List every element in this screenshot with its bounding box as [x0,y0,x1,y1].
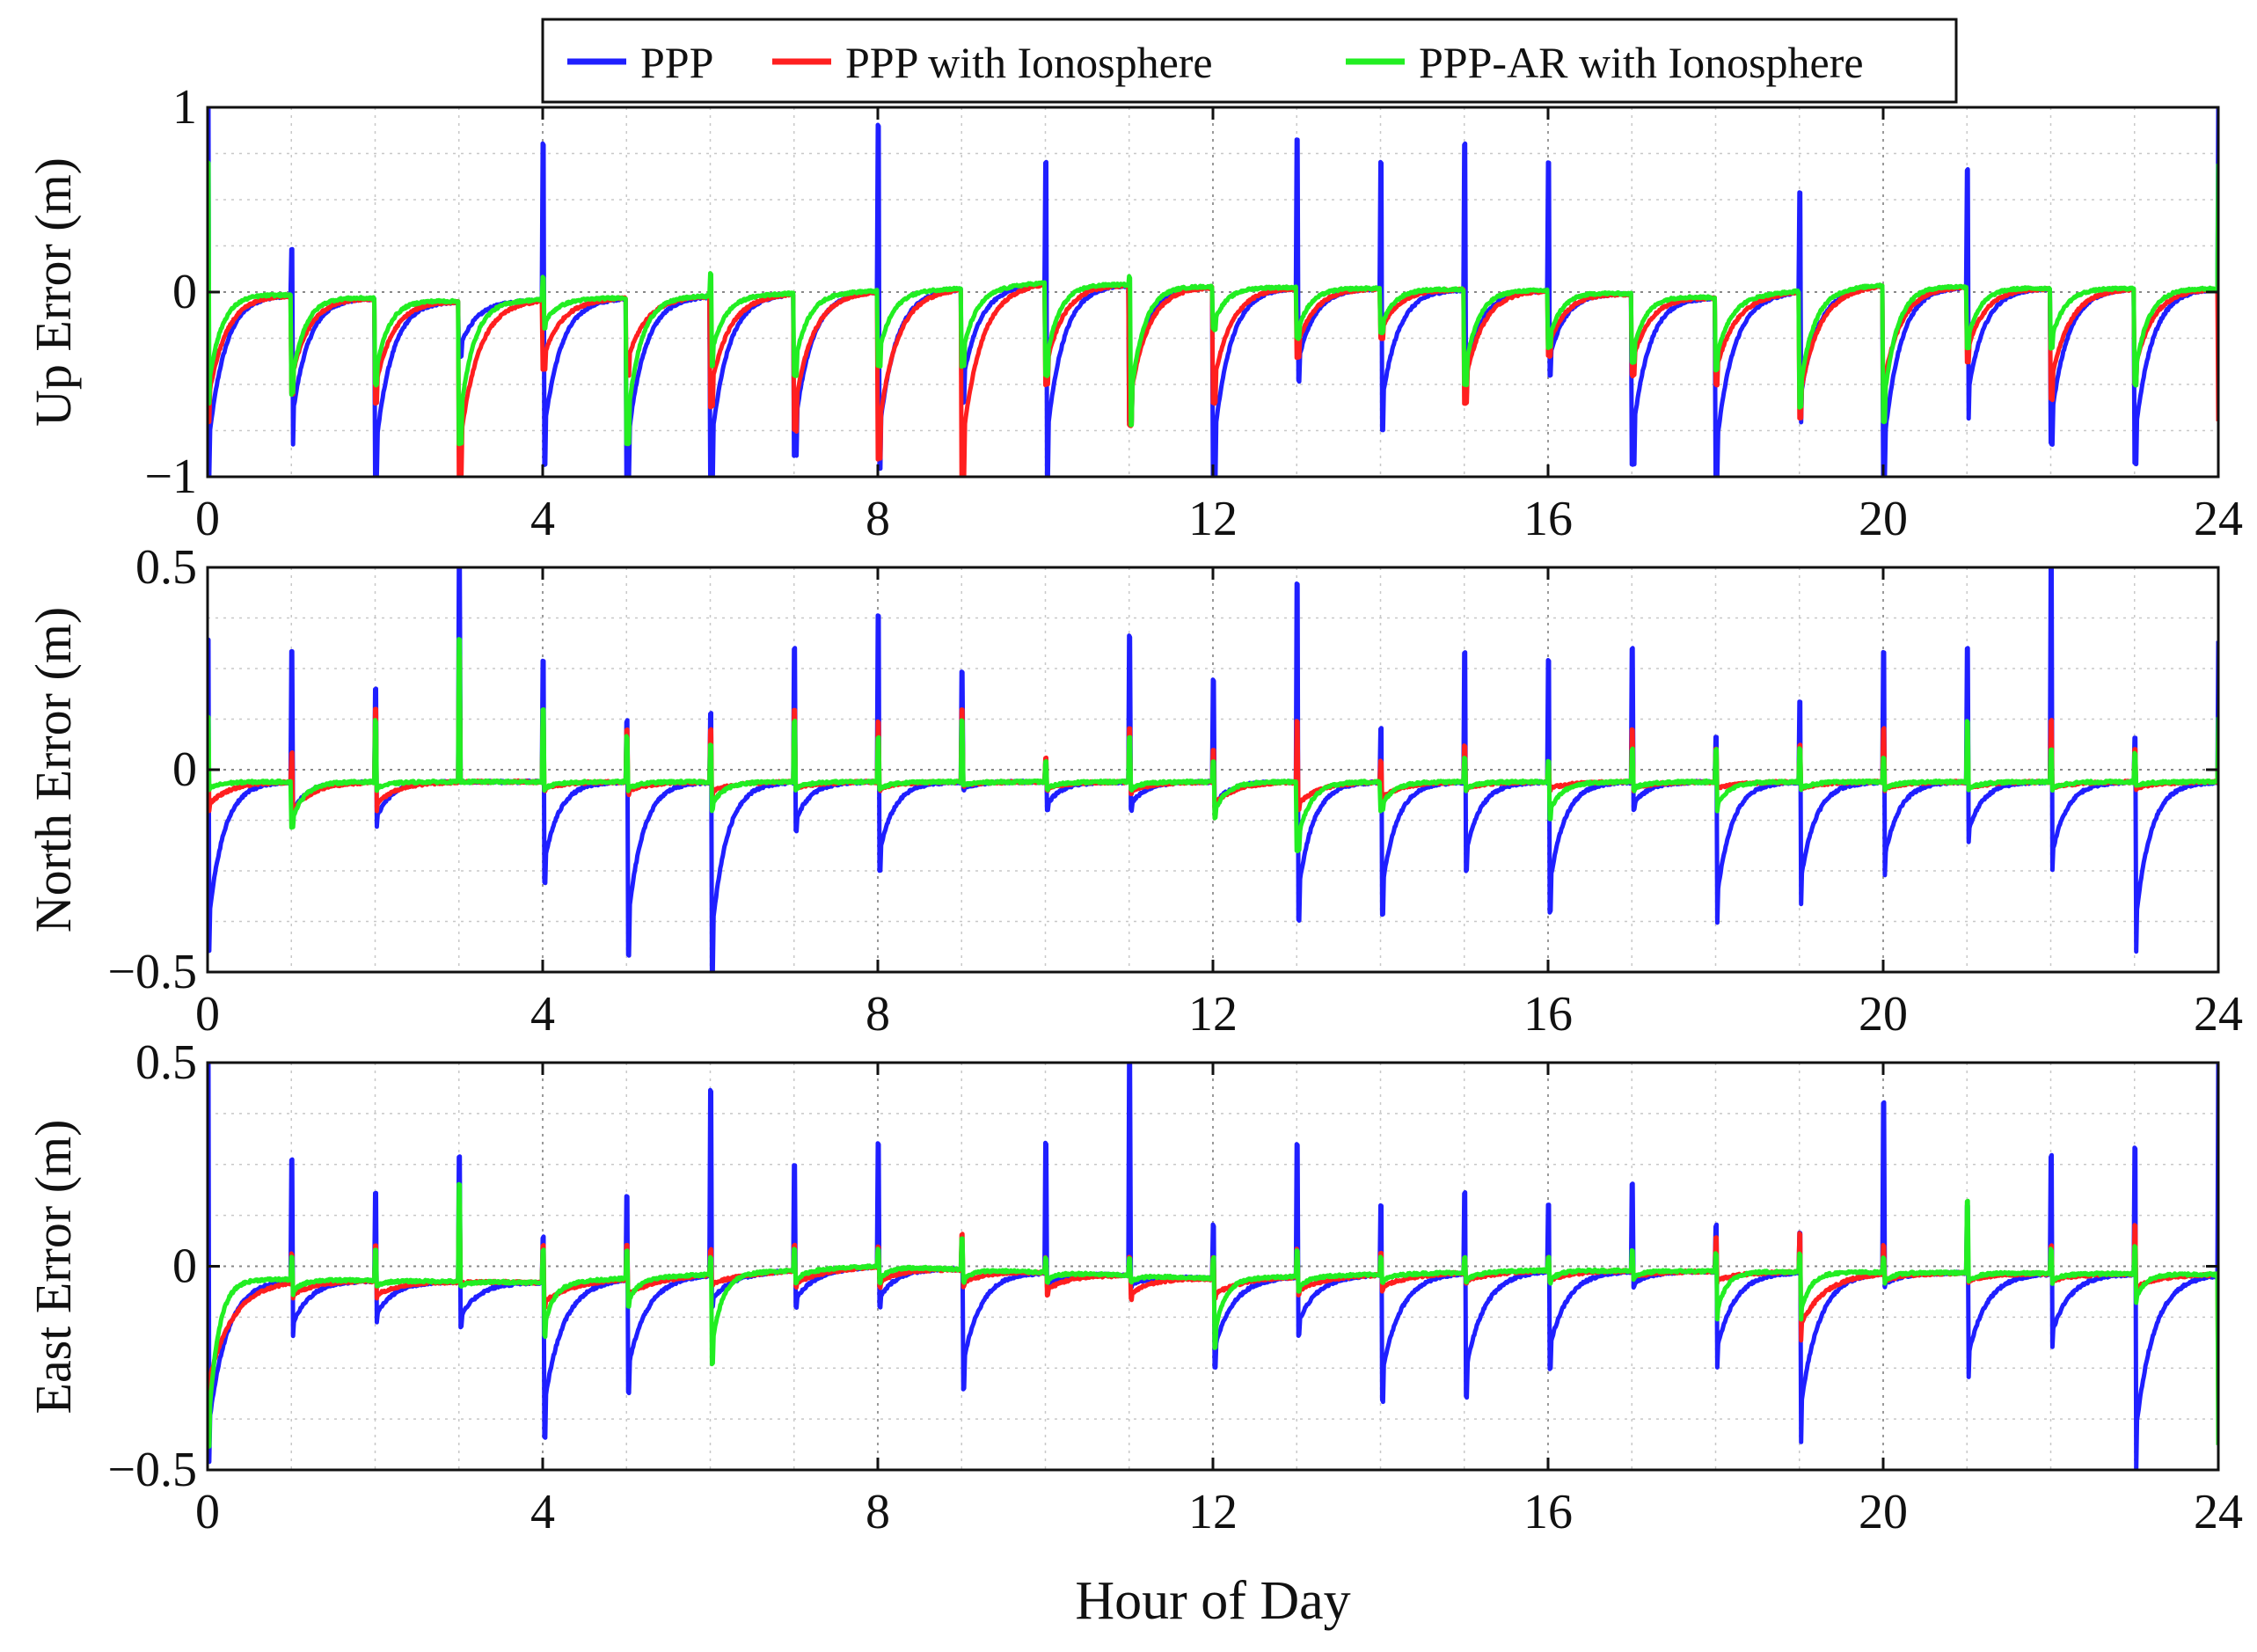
xtick-label-up-16: 16 [1523,492,1573,546]
xtick-label-up-12: 12 [1188,492,1238,546]
xtick-label-north-24: 24 [2194,987,2243,1042]
ticks-east: 0 4 8 12 16 20 24−0.500.5 [107,1035,2243,1539]
legend-label-ppp-ar-iono: PPP-AR with Ionosphere [1419,38,1864,87]
xtick-label-east-8: 8 [866,1485,890,1539]
series-line-up-2 [208,160,2218,447]
xtick-label-up-4: 4 [530,492,555,546]
xtick-label-east-4: 4 [530,1485,555,1539]
ytick-label-up-1: 0 [172,265,197,319]
xtick-label-north-0: 0 [195,987,220,1042]
ylabel-up: Up Error (m) [25,157,82,427]
xtick-label-north-16: 16 [1523,987,1573,1042]
xtick-label-east-24: 24 [2194,1485,2243,1539]
series-line-north-2 [208,637,2218,853]
xtick-label-north-4: 4 [530,987,555,1042]
ytick-label-north-2: 0.5 [135,540,197,595]
series-north [208,567,2218,972]
panel-up: 0 4 8 12 16 20 24−101 Up Error (m) [25,80,2243,546]
ytick-label-up-0: −1 [144,450,197,504]
ytick-label-up-2: 1 [172,80,197,135]
ticks-up: 0 4 8 12 16 20 24−101 [144,80,2243,546]
series-line-east-0 [208,1063,2218,1470]
xtick-label-east-12: 12 [1188,1485,1238,1539]
ytick-label-east-1: 0 [172,1239,197,1294]
series-line-north-0 [208,567,2218,972]
xtick-label-up-24: 24 [2194,492,2243,546]
ticks-north: 0 4 8 12 16 20 24−0.500.5 [107,540,2243,1042]
series-line-east-2 [208,1181,2218,1449]
panel-east: 0 4 8 12 16 20 24−0.500.5 East Error (m) [25,1035,2243,1539]
ytick-label-north-0: −0.5 [107,945,197,999]
xtick-label-north-20: 20 [1859,987,1908,1042]
legend-label-ppp-iono: PPP with Ionosphere [845,38,1213,87]
legend: PPP PPP with Ionosphere PPP-AR with Iono… [541,18,1958,104]
xtick-label-east-0: 0 [195,1485,220,1539]
ytick-label-east-0: −0.5 [107,1443,197,1497]
ytick-label-north-1: 0 [172,742,197,797]
xtick-label-east-16: 16 [1523,1485,1573,1539]
x-axis-label: Hour of Day [1075,1571,1350,1631]
xtick-label-up-8: 8 [866,492,890,546]
ylabel-east: East Error (m) [25,1120,82,1414]
xtick-label-up-20: 20 [1859,492,1908,546]
ylabel-north: North Error (m) [25,607,82,932]
ytick-label-east-2: 0.5 [135,1035,197,1090]
legend-label-ppp: PPP [640,38,713,87]
xtick-label-north-12: 12 [1188,987,1238,1042]
xtick-label-east-20: 20 [1859,1485,1908,1539]
xtick-label-up-0: 0 [195,492,220,546]
series-east [208,1063,2218,1470]
panel-north: 0 4 8 12 16 20 24−0.500.5 North Error (m) [25,540,2243,1042]
xtick-label-north-8: 8 [866,987,890,1042]
